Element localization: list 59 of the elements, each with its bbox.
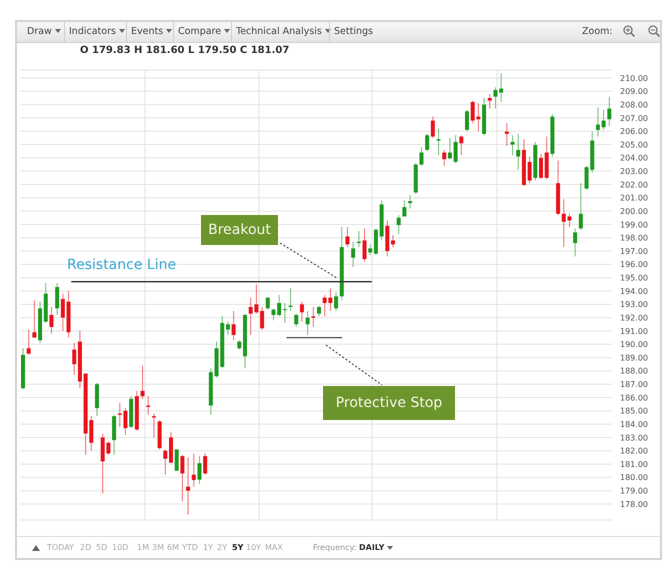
y-tick-label: 178.00 [620, 500, 648, 509]
text: 1Y [203, 543, 213, 552]
text: Events [131, 26, 164, 37]
y-tick-label: 206.00 [620, 127, 648, 136]
text: 5D [96, 543, 108, 552]
y-tick-label: 185.00 [620, 406, 648, 416]
y-tick-label: 183.00 [620, 433, 648, 442]
y-tick-label: 179.00 [620, 486, 648, 496]
ref-line-label: Protective Stop [323, 386, 455, 420]
y-tick-label: 191.00 [620, 326, 648, 336]
y-tick-label: 200.00 [620, 206, 648, 216]
y-tick-label: 204.00 [620, 154, 648, 163]
text: Settings [334, 26, 373, 37]
y-tick-label: 205.00 [620, 140, 648, 150]
text: 3M [152, 543, 164, 552]
text: 5Y [232, 543, 244, 552]
y-tick-label: 194.00 [620, 286, 648, 296]
y-tick-label: 182.00 [620, 446, 648, 456]
y-tick-label: 197.00 [620, 246, 648, 256]
ref-line-label: Resistance Line [67, 257, 176, 273]
text: Frequency: [313, 543, 356, 552]
y-tick-label: 184.00 [620, 420, 648, 429]
y-tick-label: 189.00 [620, 353, 648, 362]
text: YTD [182, 543, 198, 552]
y-tick-label: 210.00 [620, 74, 648, 83]
y-tick-label: 199.00 [620, 220, 648, 230]
y-tick-label: 188.00 [620, 366, 648, 376]
text: Draw [27, 26, 53, 37]
text: TODAY [47, 543, 74, 552]
annotation: Breakout [201, 215, 278, 245]
text: 2D [80, 543, 92, 552]
y-tick-label: 203.00 [620, 167, 648, 176]
chart-subtitle: O 179.83 H 181.60 L 179.50 C 181.07 [80, 45, 290, 56]
text: DAILY [359, 543, 386, 552]
y-tick-label: 181.00 [620, 460, 648, 469]
y-tick-label: 198.00 [620, 234, 648, 243]
text: Indicators [69, 26, 117, 37]
y-tick-label: 193.00 [620, 300, 648, 310]
y-tick-label: 209.00 [620, 87, 648, 96]
y-tick-label: 196.00 [620, 260, 648, 270]
text: Compare [178, 26, 222, 37]
y-tick-label: 187.00 [620, 380, 648, 390]
y-tick-label: 208.00 [620, 100, 648, 110]
text: Technical Analysis [236, 26, 323, 37]
text: Zoom: [582, 26, 613, 37]
text: 1M [137, 543, 149, 552]
y-tick-label: 195.00 [620, 274, 648, 283]
y-tick-label: 180.00 [620, 473, 648, 482]
y-tick-label: 186.00 [620, 393, 648, 402]
text: 6M [167, 543, 179, 552]
text: 10Y [246, 543, 262, 552]
text: MAX [265, 543, 283, 552]
text: 10D [112, 543, 128, 552]
y-tick-label: 202.00 [620, 180, 648, 190]
y-tick-label: 190.00 [620, 340, 648, 350]
text: 2Y [217, 543, 227, 552]
y-tick-label: 192.00 [620, 313, 648, 322]
y-tick-label: 201.00 [620, 194, 648, 203]
y-tick-label: 207.00 [620, 114, 648, 123]
